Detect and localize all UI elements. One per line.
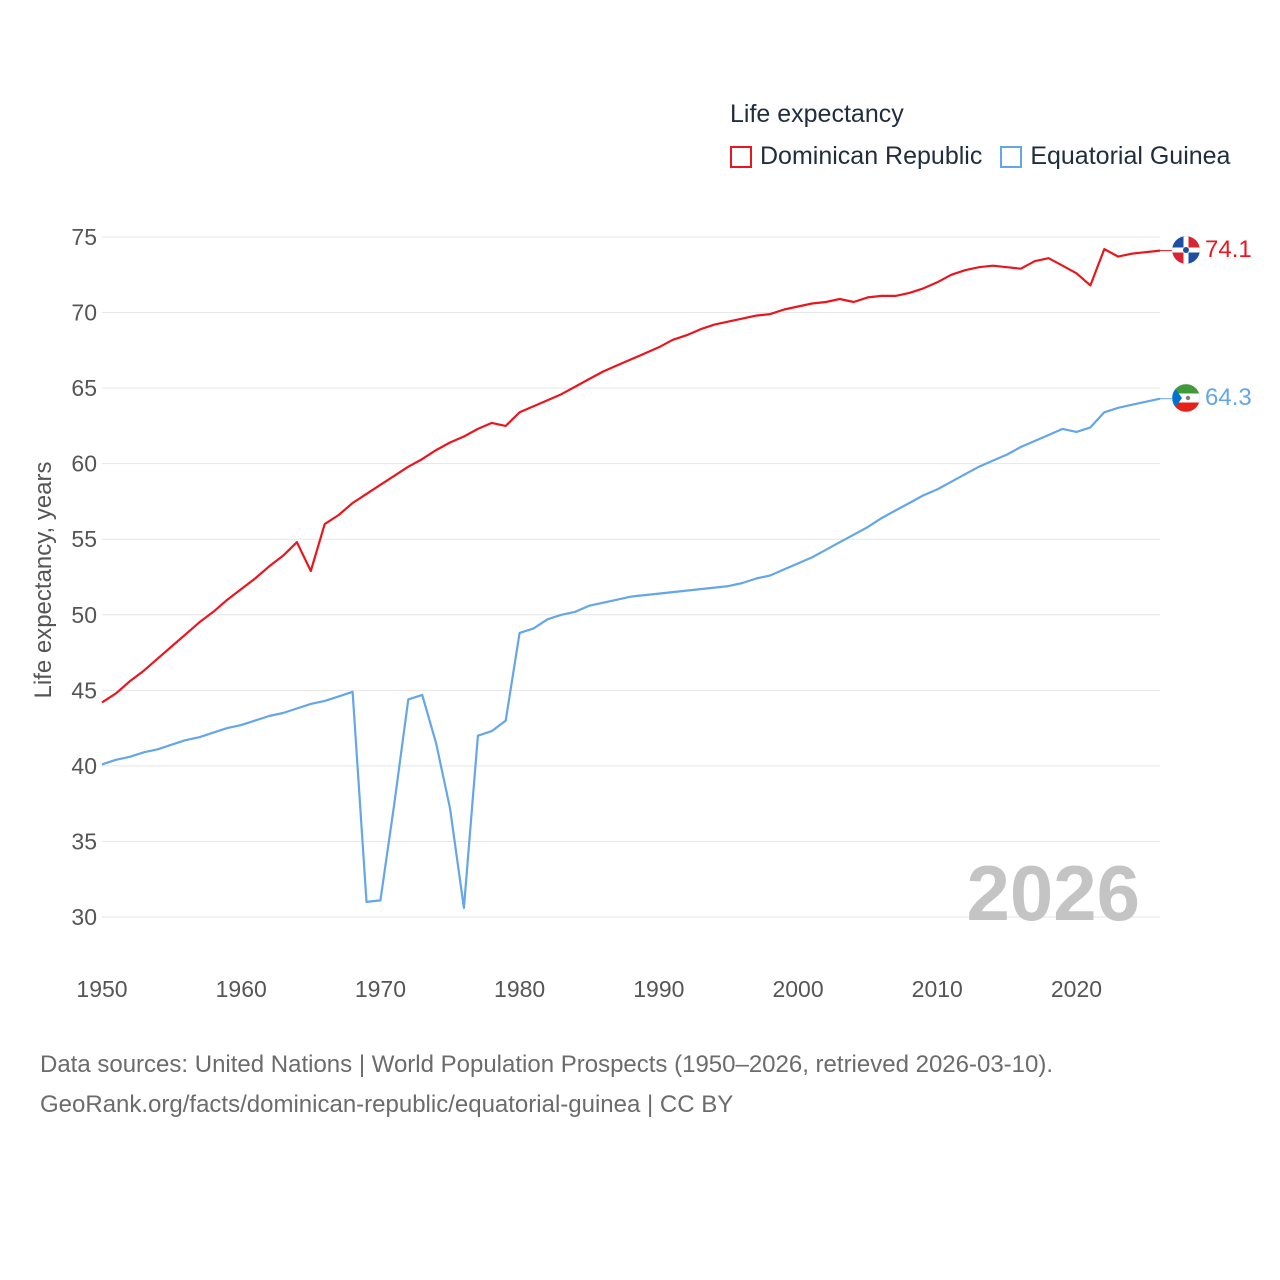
legend-title: Life expectancy <box>730 100 904 128</box>
y-tick-label: 30 <box>71 904 97 930</box>
x-tick-label: 2020 <box>1051 976 1102 1002</box>
legend-item-dominican-republic[interactable]: Dominican Republic <box>730 142 982 171</box>
x-tick-label: 1980 <box>494 976 545 1002</box>
legend-label-equatorial-guinea: Equatorial Guinea <box>1030 142 1231 170</box>
y-axis-title: Life expectancy, years <box>30 461 57 698</box>
end-label-equatorial-guinea: 64.3 <box>1205 384 1252 411</box>
x-tick-label: 1950 <box>76 976 127 1002</box>
x-tick-label: 2000 <box>772 976 823 1002</box>
life-expectancy-chart: 30 35 40 45 50 55 60 65 70 75 1950 1960 1970 1980 199… <box>30 224 1252 1002</box>
y-axis-ticks: 30 35 40 45 50 55 60 65 70 75 <box>71 224 97 930</box>
x-tick-label: 1970 <box>355 976 406 1002</box>
sources-line-2: GeoRank.org/facts/dominican-republic/equ… <box>40 1091 734 1118</box>
series-line-dominican-republic <box>101 248 1161 704</box>
data-sources: Data sources: United Nations | World Pop… <box>40 1045 1053 1125</box>
legend-swatch-equatorial-guinea <box>1000 145 1023 168</box>
legend-swatch-dominican-republic <box>730 145 752 168</box>
y-tick-label: 55 <box>71 526 97 552</box>
year-watermark: 2026 <box>966 849 1140 937</box>
x-tick-label: 2010 <box>912 976 963 1002</box>
y-tick-label: 60 <box>71 451 97 477</box>
series-line-equatorial-guinea <box>101 397 1161 910</box>
sources-line-1: Data sources: United Nations | World Pop… <box>40 1051 1054 1078</box>
x-tick-label: 1960 <box>216 976 267 1002</box>
x-axis-ticks: 1950 1960 1970 1980 1990 2000 2010 2020 <box>76 976 1102 1002</box>
grid-lines <box>102 236 1160 918</box>
y-tick-label: 35 <box>71 828 97 854</box>
y-tick-label: 65 <box>71 375 97 401</box>
y-tick-label: 40 <box>71 753 97 779</box>
legend-label-dominican-republic: Dominican Republic <box>760 142 983 170</box>
y-tick-label: 50 <box>71 602 97 628</box>
y-tick-label: 70 <box>71 300 97 326</box>
y-tick-label: 75 <box>71 224 97 250</box>
legend-item-equatorial-guinea[interactable]: Equatorial Guinea <box>1000 142 1230 171</box>
equatorial-guinea-flag-icon <box>1171 383 1201 413</box>
x-tick-label: 1990 <box>633 976 684 1002</box>
y-tick-label: 45 <box>71 677 97 703</box>
legend: Dominican Republic Equatorial Guinea <box>730 142 1248 171</box>
end-label-dominican-republic: 74.1 <box>1205 236 1252 263</box>
series-lines <box>101 248 1172 910</box>
dominican-republic-flag-icon <box>1171 235 1201 265</box>
